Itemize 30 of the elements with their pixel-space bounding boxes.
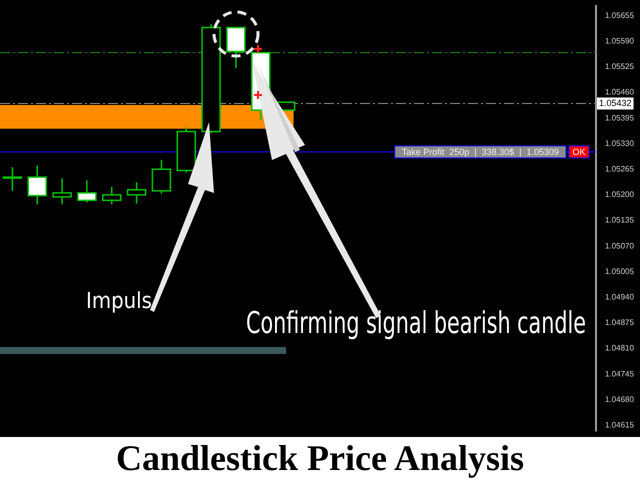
y-tick-label: 1.04875	[605, 318, 634, 328]
y-tick-label: 1.05525	[605, 62, 634, 72]
y-tick-label: 1.05265	[605, 164, 634, 174]
y-tick-label: 1.05005	[605, 266, 634, 276]
y-tick-label: 1.05330	[605, 138, 634, 148]
y-tick-label: 1.05135	[605, 216, 634, 225]
y-tick-label: 1.05590	[605, 36, 634, 46]
text: Candlestick Price Analysis	[114, 437, 525, 480]
y-tick-label: 1.04680	[605, 394, 634, 404]
y-tick-label: 1.05395	[605, 113, 634, 122]
ref-line-label: 1.05432	[599, 98, 632, 108]
annotation: OK	[572, 146, 586, 157]
ref-line-label: Take Profit 250p | 338.30$ | 1.05309	[402, 146, 560, 157]
candlestick	[52, 178, 72, 206]
y-tick-label: 1.04940	[605, 292, 634, 302]
y-tick-label: 1.04615	[605, 420, 634, 430]
annotation: Confirming signal bearish candle	[246, 306, 586, 342]
candlestick	[2, 166, 22, 192]
candlestick	[102, 186, 122, 206]
y-tick-label: 1.05655	[605, 10, 634, 20]
y-tick-label: 1.05070	[605, 241, 634, 250]
candlestick	[126, 182, 146, 204]
annotation: Impuls	[86, 288, 152, 314]
candlestick	[77, 180, 97, 204]
candlestick	[28, 164, 47, 206]
y-tick-label: 1.05200	[605, 190, 634, 200]
y-tick-label: 1.04745	[605, 369, 634, 378]
y-tick-label: 1.04810	[605, 344, 634, 353]
y-tick-label: 1.05460	[605, 88, 634, 97]
candlestick	[152, 159, 172, 194]
